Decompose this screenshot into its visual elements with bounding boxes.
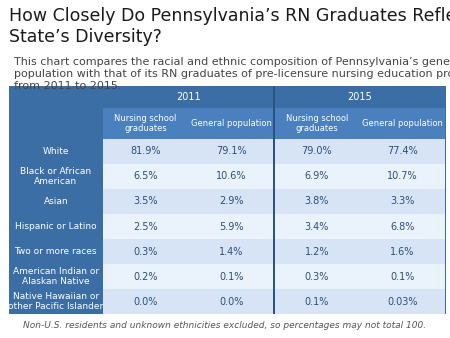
FancyBboxPatch shape: [273, 86, 275, 314]
Text: 3.3%: 3.3%: [391, 196, 415, 207]
Text: 10.7%: 10.7%: [387, 171, 418, 181]
FancyBboxPatch shape: [274, 239, 360, 264]
Text: Hispanic or Latino: Hispanic or Latino: [15, 222, 97, 231]
Text: 0.3%: 0.3%: [133, 247, 158, 257]
FancyBboxPatch shape: [188, 189, 274, 214]
FancyBboxPatch shape: [360, 239, 446, 264]
FancyBboxPatch shape: [360, 139, 446, 164]
FancyBboxPatch shape: [274, 289, 360, 314]
Text: General population: General population: [362, 119, 443, 128]
FancyBboxPatch shape: [274, 108, 360, 139]
Text: This chart compares the racial and ethnic composition of Pennsylvania’s general
: This chart compares the racial and ethni…: [14, 57, 450, 91]
Text: Black or African
American: Black or African American: [20, 167, 91, 186]
FancyBboxPatch shape: [360, 108, 446, 139]
FancyBboxPatch shape: [188, 108, 274, 139]
Text: 0.1%: 0.1%: [219, 272, 243, 282]
Text: 81.9%: 81.9%: [130, 146, 161, 156]
FancyBboxPatch shape: [9, 86, 446, 314]
Text: 0.3%: 0.3%: [305, 272, 329, 282]
Text: 2.5%: 2.5%: [133, 221, 158, 232]
FancyBboxPatch shape: [360, 214, 446, 239]
FancyBboxPatch shape: [188, 164, 274, 189]
Text: Nursing school
graduates: Nursing school graduates: [286, 114, 348, 133]
Text: 3.8%: 3.8%: [305, 196, 329, 207]
Text: Non-U.S. residents and unknown ethnicities excluded, so percentages may not tota: Non-U.S. residents and unknown ethniciti…: [23, 320, 427, 330]
FancyBboxPatch shape: [188, 264, 274, 289]
FancyBboxPatch shape: [9, 139, 103, 164]
FancyBboxPatch shape: [9, 108, 103, 139]
Text: 1.2%: 1.2%: [305, 247, 329, 257]
Text: 77.4%: 77.4%: [387, 146, 418, 156]
FancyBboxPatch shape: [9, 289, 103, 314]
FancyBboxPatch shape: [103, 289, 188, 314]
FancyBboxPatch shape: [9, 164, 103, 189]
FancyBboxPatch shape: [103, 264, 188, 289]
FancyBboxPatch shape: [360, 264, 446, 289]
Text: 0.0%: 0.0%: [133, 297, 158, 307]
FancyBboxPatch shape: [188, 239, 274, 264]
Text: 0.0%: 0.0%: [219, 297, 243, 307]
Text: General population: General population: [191, 119, 272, 128]
Text: How Closely Do Pennsylvania’s RN Graduates Reflect the
State’s Diversity?: How Closely Do Pennsylvania’s RN Graduat…: [9, 7, 450, 46]
Text: 10.6%: 10.6%: [216, 171, 247, 181]
FancyBboxPatch shape: [103, 139, 188, 164]
FancyBboxPatch shape: [274, 164, 360, 189]
FancyBboxPatch shape: [274, 189, 360, 214]
Text: 2.9%: 2.9%: [219, 196, 243, 207]
Text: 3.5%: 3.5%: [133, 196, 158, 207]
FancyBboxPatch shape: [103, 214, 188, 239]
FancyBboxPatch shape: [360, 189, 446, 214]
Text: 1.4%: 1.4%: [219, 247, 243, 257]
FancyBboxPatch shape: [9, 264, 103, 289]
Text: 0.2%: 0.2%: [133, 272, 158, 282]
Text: White: White: [43, 147, 69, 156]
FancyBboxPatch shape: [9, 86, 103, 108]
Text: 79.1%: 79.1%: [216, 146, 247, 156]
Text: 79.0%: 79.0%: [302, 146, 332, 156]
FancyBboxPatch shape: [274, 214, 360, 239]
FancyBboxPatch shape: [360, 164, 446, 189]
Text: American Indian or
Alaskan Native: American Indian or Alaskan Native: [13, 267, 99, 286]
FancyBboxPatch shape: [360, 289, 446, 314]
FancyBboxPatch shape: [103, 164, 188, 189]
Text: 6.8%: 6.8%: [391, 221, 415, 232]
FancyBboxPatch shape: [103, 86, 274, 108]
FancyBboxPatch shape: [103, 108, 188, 139]
Text: 6.5%: 6.5%: [133, 171, 158, 181]
FancyBboxPatch shape: [103, 239, 188, 264]
Text: Native Hawaiian or
other Pacific Islander: Native Hawaiian or other Pacific Islande…: [8, 292, 104, 312]
Text: 2011: 2011: [176, 92, 201, 102]
Text: 1.6%: 1.6%: [391, 247, 415, 257]
Text: 5.9%: 5.9%: [219, 221, 243, 232]
Text: Asian: Asian: [44, 197, 68, 206]
Text: 0.1%: 0.1%: [305, 297, 329, 307]
FancyBboxPatch shape: [274, 264, 360, 289]
FancyBboxPatch shape: [188, 214, 274, 239]
FancyBboxPatch shape: [9, 214, 103, 239]
Text: 3.4%: 3.4%: [305, 221, 329, 232]
FancyBboxPatch shape: [188, 139, 274, 164]
Text: 2015: 2015: [347, 92, 372, 102]
FancyBboxPatch shape: [9, 239, 103, 264]
Text: Two or more races: Two or more races: [14, 247, 97, 256]
Text: 6.9%: 6.9%: [305, 171, 329, 181]
FancyBboxPatch shape: [103, 189, 188, 214]
FancyBboxPatch shape: [9, 189, 103, 214]
FancyBboxPatch shape: [274, 86, 446, 108]
FancyBboxPatch shape: [274, 139, 360, 164]
Text: 0.1%: 0.1%: [391, 272, 415, 282]
FancyBboxPatch shape: [188, 289, 274, 314]
Text: 0.03%: 0.03%: [387, 297, 418, 307]
Text: Nursing school
graduates: Nursing school graduates: [114, 114, 176, 133]
